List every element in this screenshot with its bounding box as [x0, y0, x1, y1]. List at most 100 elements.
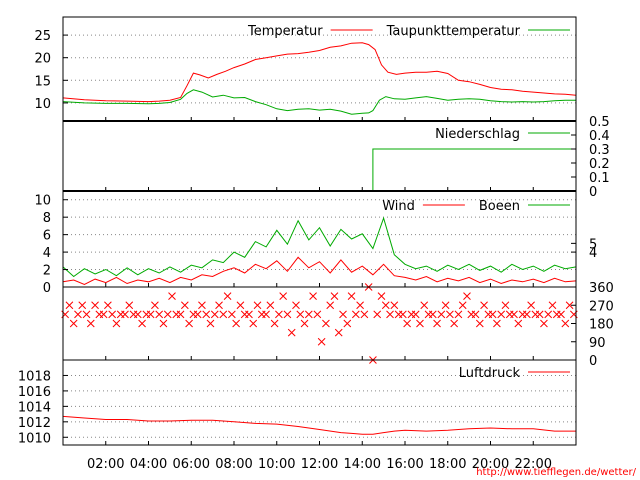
direction-marker: [266, 301, 275, 310]
direction-marker: [339, 310, 347, 319]
direction-marker: [475, 319, 484, 328]
direction-marker: [193, 310, 202, 319]
y-tick-label-right-direction: 180: [589, 318, 614, 333]
direction-marker: [202, 310, 211, 319]
y-tick-label-right-precipitation: 0.5: [589, 115, 610, 130]
direction-marker: [223, 292, 232, 300]
direction-marker: [279, 292, 288, 300]
x-tick-label: 20:00: [472, 457, 509, 472]
tick-labels: 1015202500.10.20.30.40.50246810450901802…: [18, 29, 614, 472]
direction-marker: [548, 301, 557, 310]
x-tick-label: 08:00: [215, 457, 252, 472]
direction-marker: [399, 310, 407, 319]
y-tick-label-right-direction: 0: [589, 354, 597, 369]
direction-marker: [347, 292, 356, 300]
direction-marker: [446, 310, 454, 319]
y-tick-label-temperature: 10: [34, 97, 51, 112]
legend-label-niederschlag: Niederschlag: [435, 127, 520, 142]
x-tick-label: 14:00: [344, 457, 381, 472]
direction-marker: [185, 319, 193, 328]
direction-marker: [309, 292, 317, 300]
series-line-boeen: [62, 216, 577, 278]
direction-marker: [535, 310, 544, 319]
y-tick-label-temperature: 25: [34, 29, 51, 44]
direction-marker: [463, 292, 471, 300]
direction-marker: [540, 319, 548, 328]
y-tick-label-pressure: 1016: [18, 385, 51, 400]
direction-marker: [471, 310, 480, 319]
direction-marker: [514, 319, 523, 328]
direction-marker: [138, 319, 146, 328]
direction-marker: [236, 301, 245, 310]
y-tick-label-pressure: 1012: [18, 416, 51, 431]
y-tick-label-wind: 4: [43, 246, 51, 261]
direction-marker: [262, 310, 270, 319]
direction-marker: [99, 310, 108, 319]
y-tick-label-right-direction: 270: [589, 299, 614, 314]
direction-marker: [330, 292, 339, 300]
series-line-taupunkttemperatur: [62, 89, 576, 115]
direction-marker: [104, 301, 112, 310]
y-tick-label-right-wind: 5: [589, 237, 597, 252]
direction-marker: [146, 310, 155, 319]
y-tick-label-wind: 6: [43, 229, 51, 244]
legend-label-taupunkttemperatur: Taupunkttemperatur: [386, 24, 521, 39]
direction-marker: [420, 301, 429, 310]
series-layer: [61, 42, 578, 435]
legend-label-luftdruck: Luftdruck: [459, 366, 521, 381]
direction-marker: [326, 301, 335, 310]
y-tick-label-right-direction: 90: [589, 336, 606, 351]
direction-marker: [155, 310, 164, 319]
y-tick-label-right-precipitation: 0.3: [589, 143, 610, 158]
x-tick-label: 10:00: [258, 457, 295, 472]
direction-marker: [437, 310, 446, 319]
direction-marker: [292, 301, 300, 310]
direction-marker: [151, 301, 159, 310]
direction-marker: [313, 310, 322, 319]
x-tick-label: 04:00: [130, 457, 167, 472]
direction-marker: [270, 319, 279, 328]
x-tick-label: 12:00: [301, 457, 338, 472]
y-tick-label-right-precipitation: 0.4: [589, 129, 610, 144]
direction-marker: [74, 310, 82, 319]
direction-marker: [428, 310, 437, 319]
direction-marker: [386, 310, 394, 319]
series-line-wind: [62, 256, 577, 285]
y-tick-label-right-precipitation: 0.1: [589, 171, 610, 186]
direction-marker: [210, 310, 219, 319]
legend-label-temperatur: Temperatur: [247, 24, 323, 39]
direction-marker: [493, 319, 501, 328]
y-tick-label-wind: 10: [34, 194, 51, 209]
direction-marker: [334, 328, 343, 337]
direction-marker: [458, 301, 467, 310]
legend-label-boeen: Boeen: [479, 199, 520, 214]
direction-marker: [480, 301, 488, 310]
direction-marker: [180, 301, 189, 310]
direction-marker: [416, 319, 424, 328]
panel-frame-pressure: [62, 359, 577, 446]
direction-marker: [411, 310, 420, 319]
direction-marker: [501, 301, 510, 310]
direction-marker: [69, 319, 78, 328]
direction-marker: [108, 310, 117, 319]
direction-marker: [163, 310, 172, 319]
direction-marker: [360, 310, 369, 319]
direction-marker: [133, 310, 142, 319]
direction-marker: [176, 310, 185, 319]
y-tick-label-right-precipitation: 0: [589, 185, 597, 200]
y-tick-label-pressure: 1014: [18, 400, 51, 415]
series-line-luftdruck: [62, 415, 576, 435]
direction-marker: [565, 301, 574, 310]
grid-lines: [63, 34, 576, 438]
direction-marker: [454, 310, 463, 319]
direction-marker: [557, 310, 565, 319]
direction-marker: [86, 319, 95, 328]
direction-marker: [381, 301, 390, 310]
direction-marker: [287, 328, 296, 337]
direction-marker: [300, 319, 309, 328]
direction-marker: [296, 310, 305, 319]
direction-marker: [433, 319, 441, 328]
